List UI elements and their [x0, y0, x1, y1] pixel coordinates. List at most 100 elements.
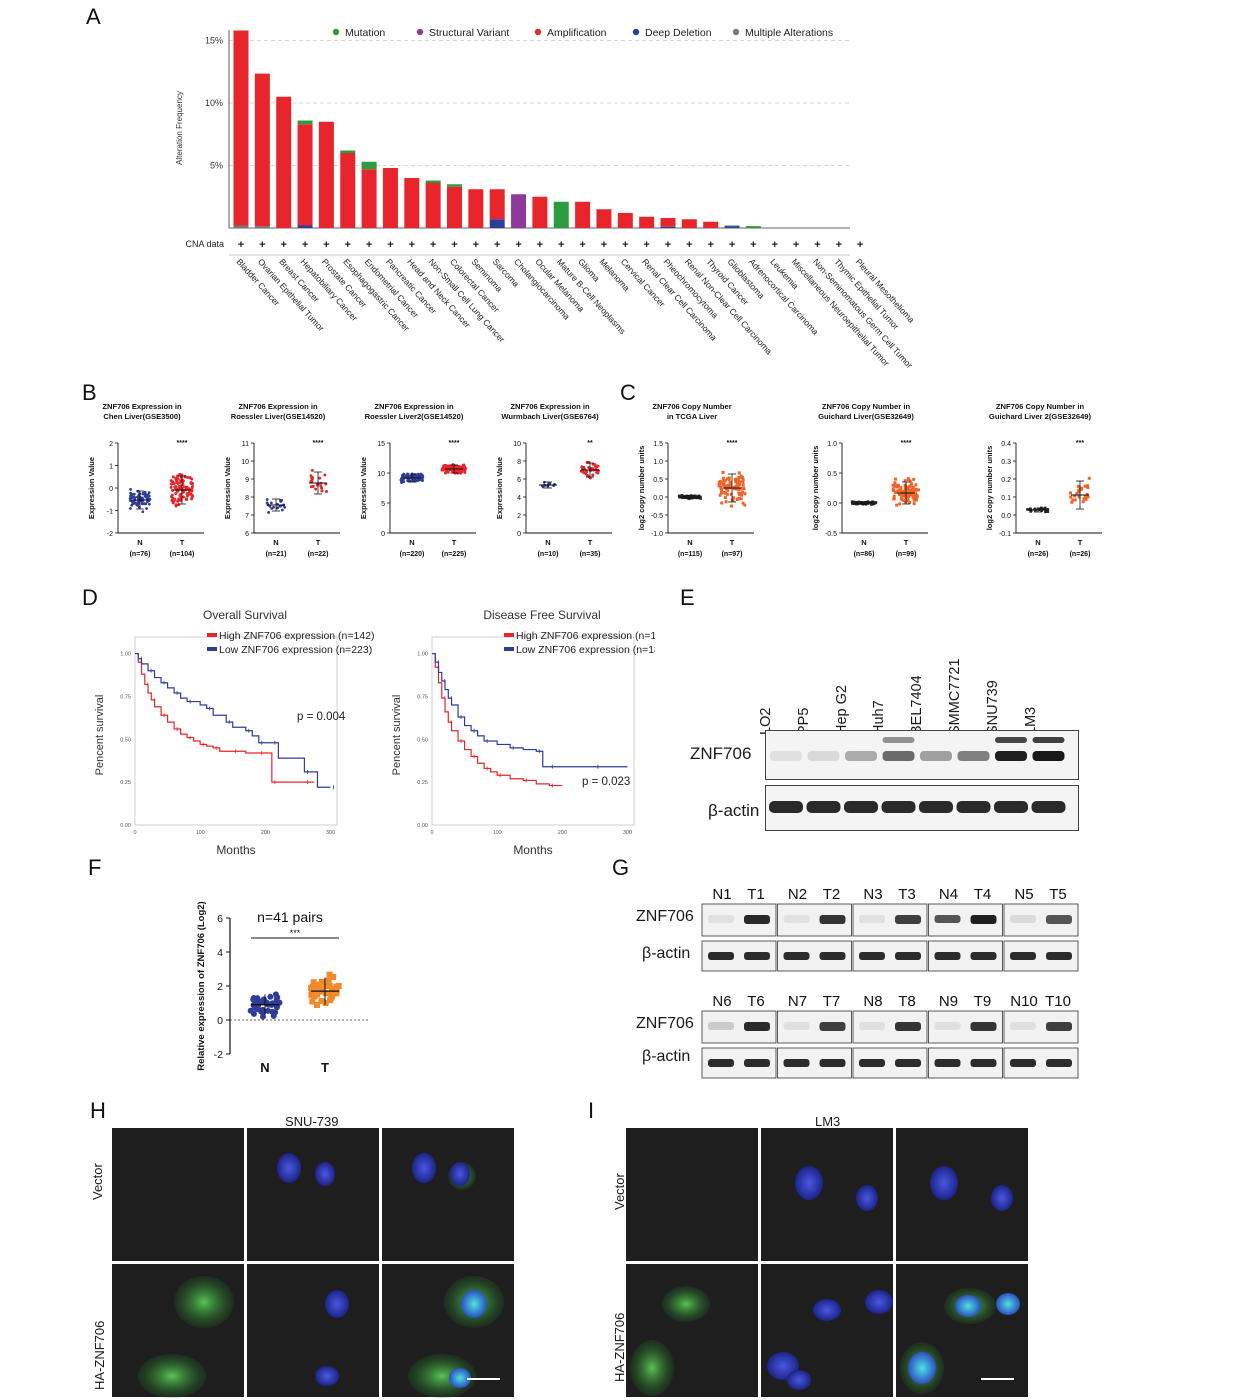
cytoplasm-signal — [630, 1340, 674, 1396]
cna-marker: + — [494, 239, 500, 251]
data-point — [739, 487, 743, 491]
y-tick-label: -2 — [107, 531, 113, 538]
bar-segment — [276, 96, 292, 228]
data-point — [318, 978, 325, 985]
data-point — [892, 497, 896, 501]
y-tick-label: -1.0 — [651, 531, 663, 538]
data-point — [148, 497, 152, 501]
y-axis-label: Pencent survival — [94, 695, 106, 776]
data-point — [725, 477, 729, 481]
y-tick-label: -0.5 — [651, 513, 663, 520]
blot-band — [783, 915, 810, 923]
y-tick-label: 10 — [377, 471, 385, 478]
data-point — [441, 468, 445, 472]
data-point — [727, 478, 731, 482]
y-tick-label: 1.00 — [417, 652, 428, 658]
data-point — [402, 480, 406, 483]
data-point — [893, 481, 897, 485]
data-point — [147, 494, 151, 498]
blot-band — [895, 1059, 921, 1067]
cna-marker: + — [793, 239, 799, 251]
blot-band — [1046, 1059, 1072, 1067]
data-point — [717, 484, 721, 488]
y-tick-label: 6 — [217, 913, 223, 925]
data-point — [907, 494, 911, 498]
data-point — [171, 475, 175, 479]
data-point — [735, 498, 739, 502]
blot-band — [859, 915, 885, 923]
blot-band — [859, 952, 885, 960]
data-point — [269, 501, 273, 505]
data-point — [898, 502, 902, 506]
y-tick-label: 8 — [517, 459, 521, 466]
data-point — [320, 489, 324, 493]
sample-count: (n=21) — [266, 551, 287, 558]
data-point — [128, 497, 132, 501]
lane-label: T6 — [747, 993, 765, 1010]
data-point — [720, 480, 724, 484]
y-tick-label: 0 — [381, 531, 385, 538]
lane-labels: LO2 PP5 Hep G2 Huh7 BEL7404 SMMC7721 SNU739 LM3 — [758, 640, 1080, 735]
blot-band — [708, 1022, 734, 1030]
data-point — [911, 495, 915, 499]
plot-title: Roessler Liver(GSE14520) — [231, 412, 326, 421]
category-label: T — [180, 538, 185, 547]
blot-band — [882, 737, 915, 743]
snu739-immunofluorescence — [112, 1128, 514, 1398]
survival-curves: Overall Survival 0.00 0.25 0.50 0.75 1.00 0 100… — [94, 608, 655, 857]
cna-marker: + — [238, 239, 244, 251]
data-point — [910, 493, 914, 497]
data-point — [181, 495, 185, 499]
data-point — [591, 473, 595, 477]
data-point — [870, 503, 873, 506]
x-tick-label: 100 — [196, 830, 205, 836]
data-point — [141, 510, 145, 514]
bar-segment — [660, 226, 676, 228]
i-title: LM3 — [815, 1114, 841, 1129]
significance-marker: **** — [901, 440, 912, 447]
data-point — [322, 990, 329, 997]
category-label: N — [137, 538, 142, 547]
category-label: N — [1035, 538, 1040, 547]
data-point — [737, 496, 741, 500]
h-row1-label: Vector — [90, 1163, 105, 1200]
lane-label: T8 — [898, 993, 916, 1010]
data-point — [914, 497, 918, 501]
data-point — [726, 489, 730, 493]
lane-label: N9 — [939, 993, 958, 1010]
category-label: T — [730, 538, 735, 547]
data-point — [903, 479, 907, 483]
data-point — [1029, 507, 1032, 511]
data-point — [145, 507, 148, 510]
bar-segment — [425, 180, 441, 183]
data-point — [891, 488, 895, 492]
plot-title: Wurmbach Liver(GSE6764) — [501, 412, 599, 421]
data-point — [406, 472, 409, 476]
data-point — [415, 473, 418, 477]
data-point — [407, 478, 410, 482]
cytoplasm-signal — [174, 1276, 234, 1328]
data-point — [190, 497, 194, 501]
data-point — [907, 501, 911, 505]
significance-marker: *** — [290, 928, 301, 938]
y-axis-label: Expression Value — [359, 457, 368, 519]
y-tick-label: 0.25 — [417, 780, 428, 786]
bar-segment — [489, 189, 505, 220]
data-point — [272, 991, 279, 998]
y-tick-label: 15% — [205, 36, 223, 46]
data-point — [185, 497, 189, 501]
x-tick-label: 300 — [326, 830, 335, 836]
cna-marker: + — [558, 239, 564, 251]
data-point — [175, 479, 179, 483]
data-point — [727, 476, 731, 480]
data-point — [723, 496, 727, 500]
data-point — [891, 487, 895, 491]
significance-marker: **** — [313, 440, 324, 447]
data-point — [182, 485, 186, 489]
h-row2-label: HA-ZNF706 — [92, 1320, 107, 1390]
data-point — [733, 477, 737, 481]
